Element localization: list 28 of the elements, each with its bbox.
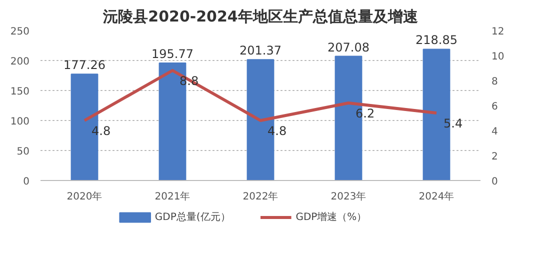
x-tick-label: 2022年: [242, 190, 278, 202]
data-label: 201.37: [240, 44, 282, 58]
data-label: 8.8: [180, 74, 199, 88]
y-tick-label: 250: [10, 26, 30, 38]
data-label: 195.77: [152, 47, 194, 62]
x-tick-label: 2024年: [418, 190, 454, 202]
legend-label: GDP增速（%）: [296, 211, 367, 223]
legend-label: GDP总量(亿元）: [154, 211, 230, 223]
x-tick-label: 2020年: [66, 190, 102, 202]
x-tick-label: 2021年: [154, 190, 190, 202]
y-tick-label: 50: [16, 146, 30, 158]
y2-tick-label: 10: [492, 52, 504, 62]
data-label: 177.26: [64, 58, 106, 72]
y-tick-label: 0: [23, 176, 30, 188]
y2-tick-label: 4: [492, 126, 498, 138]
y2-tick-label: 8: [492, 76, 498, 88]
x-tick-label: 2023年: [330, 190, 366, 202]
chart-title: 沅陵县2020-2024年地区生产总值总量及增速: [102, 8, 419, 26]
data-label: 218.85: [416, 33, 458, 48]
y-tick-label: 150: [10, 86, 30, 98]
y2-tick-label: 6: [492, 102, 498, 112]
line-series: [83, 69, 438, 122]
y2-tick-label: 12: [492, 26, 504, 38]
data-label: 207.08: [328, 40, 370, 54]
y-tick-label: 200: [10, 56, 30, 68]
y2-tick-label: 2: [492, 152, 498, 162]
y-tick-label: 100: [10, 116, 30, 128]
y2-tick-label: 0: [492, 176, 498, 188]
